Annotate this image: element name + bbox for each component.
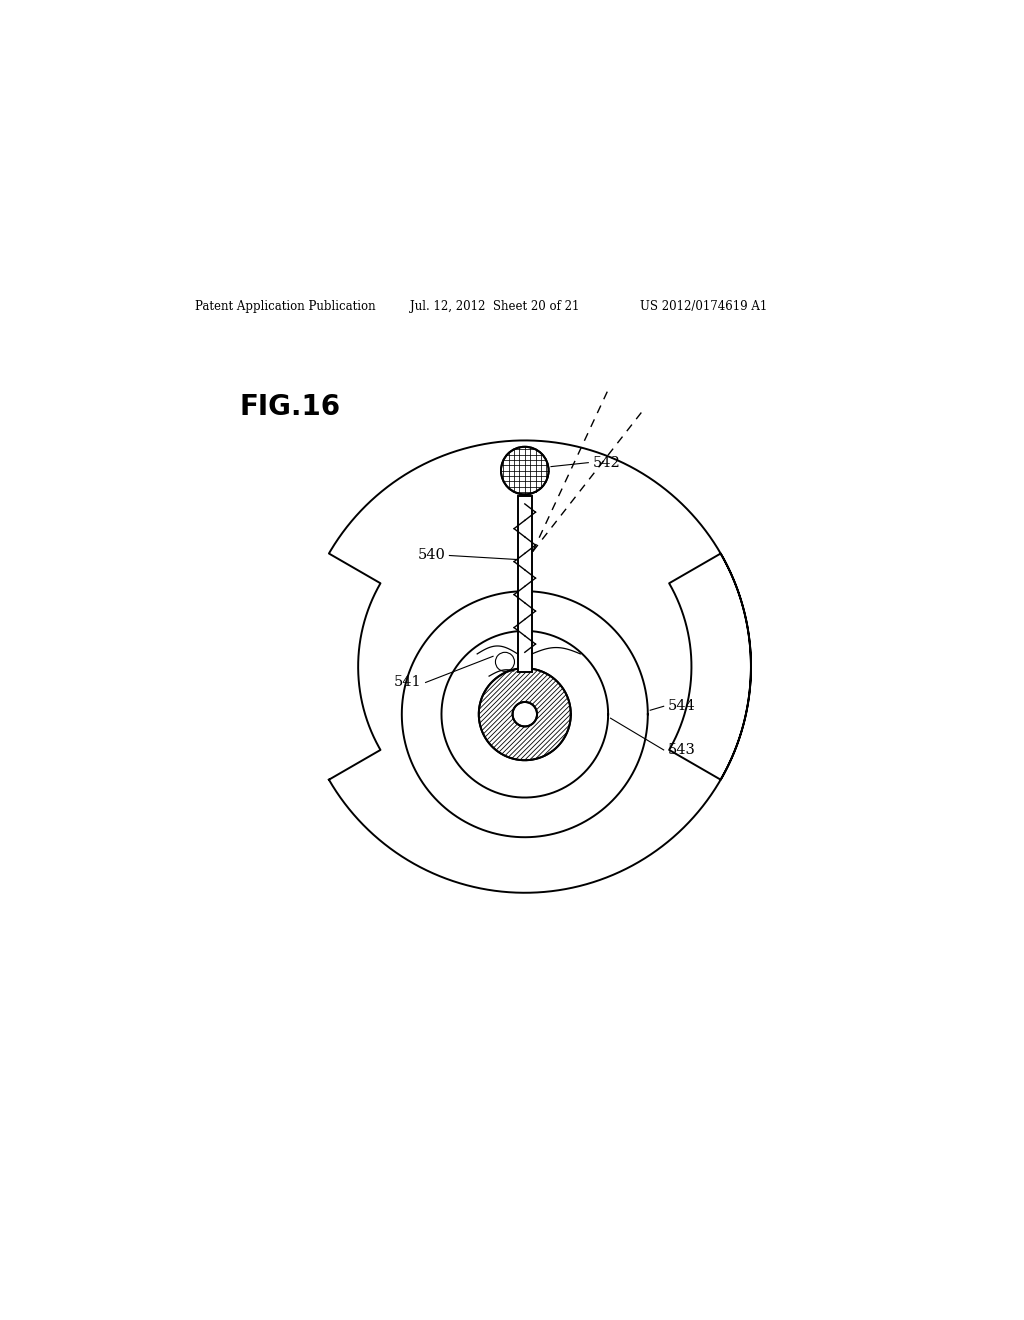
Text: 544: 544 [668,700,695,713]
Text: 541: 541 [394,676,422,689]
Text: 542: 542 [592,455,620,470]
Text: Jul. 12, 2012  Sheet 20 of 21: Jul. 12, 2012 Sheet 20 of 21 [410,300,580,313]
Text: Patent Application Publication: Patent Application Publication [196,300,376,313]
Bar [518,496,531,672]
Text: US 2012/0174619 A1: US 2012/0174619 A1 [640,300,767,313]
Circle shape [501,446,549,495]
Text: FIG.16: FIG.16 [240,393,340,421]
Text: 540: 540 [418,549,445,562]
Text: 543: 543 [668,743,695,756]
